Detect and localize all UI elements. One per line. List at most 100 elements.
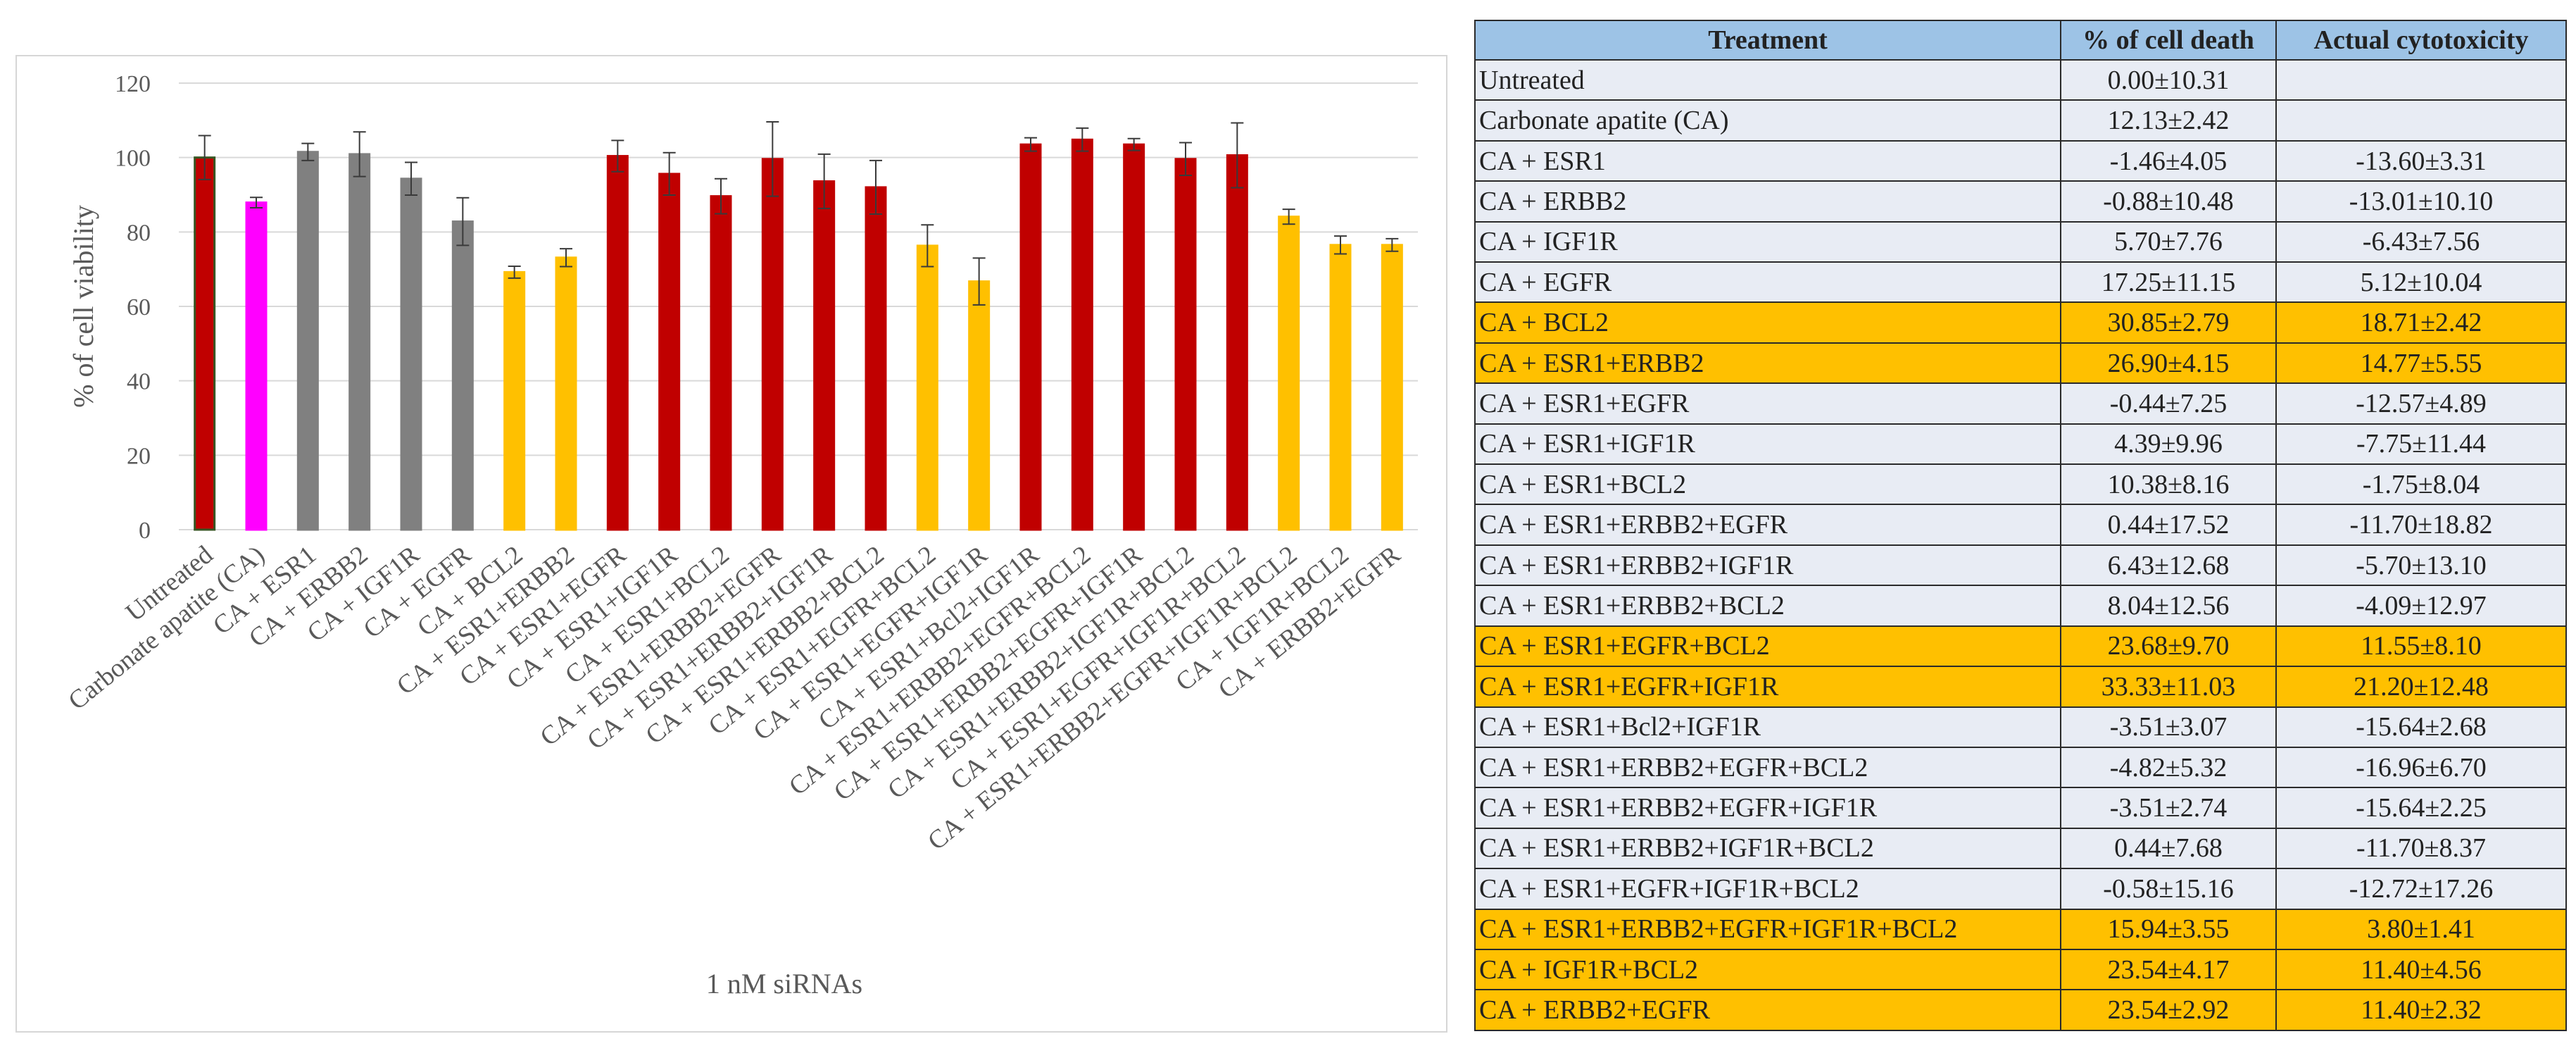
error-bar	[405, 161, 417, 197]
bar	[1123, 143, 1145, 531]
cytotoxicity-cell: 11.40±2.32	[2275, 989, 2567, 1031]
treatment-cell: CA + ESR1+ERBB2+EGFR+BCL2	[1474, 746, 2061, 789]
cytotoxicity-cell: -15.64±2.68	[2275, 706, 2567, 748]
cell-death-cell: -0.44±7.25	[2060, 382, 2277, 425]
treatment-cell: Carbonate apatite (CA)	[1474, 99, 2061, 142]
table-row: Carbonate apatite (CA) 12.13±2.42	[1474, 99, 2567, 142]
cytotoxicity-cell: 3.80±1.41	[2275, 908, 2567, 950]
error-bar	[1386, 237, 1399, 252]
cell-death-cell: 0.00±10.31	[2060, 58, 2277, 101]
error-bar	[611, 139, 624, 173]
bar	[296, 151, 319, 531]
cell-death-cell: 4.39±9.96	[2060, 423, 2277, 466]
cytotoxicity-cell	[2275, 99, 2567, 142]
cytotoxicity-cell: 11.55±8.10	[2275, 625, 2567, 668]
table-row: CA + ESR1+EGFR+IGF1R 33.33±11.03 21.20±12.…	[1474, 666, 2567, 708]
header-cell-death: % of cell death	[2060, 20, 2277, 61]
bar	[348, 153, 371, 531]
bar	[865, 186, 887, 531]
cytotoxicity-cell: -16.96±6.70	[2275, 746, 2567, 789]
treatment-cell: CA + BCL2	[1474, 301, 2061, 344]
cytotoxicity-cell: -12.72±17.26	[2275, 868, 2567, 910]
table-row: CA + ESR1+ERBB2+EGFR 0.44±17.52 -11.70±18.…	[1474, 504, 2567, 546]
table-header-row: Treatment % of cell death Actual cytotox…	[1474, 20, 2567, 61]
error-bar	[250, 197, 263, 208]
error-bar	[1127, 137, 1141, 151]
treatment-cell: CA + ERBB2	[1474, 180, 2061, 223]
table-row: CA + ESR1+EGFR+BCL2 23.68±9.70 11.55±8.10	[1474, 625, 2567, 668]
table-row: CA + ESR1+ERBB2+EGFR+IGF1R+BCL2 15.94±3.5…	[1474, 908, 2567, 950]
y-tick-label: 120	[115, 71, 151, 97]
error-bar	[1179, 142, 1192, 177]
bar	[555, 256, 577, 531]
error-bar	[715, 177, 727, 215]
treatment-cell: CA + ESR1+ERBB2+BCL2	[1474, 585, 2061, 627]
table-row: CA + BCL2 30.85±2.79 18.71±2.42	[1474, 301, 2567, 344]
cytotoxicity-cell: 5.12±10.04	[2275, 261, 2567, 304]
y-tick-label: 0	[139, 518, 151, 544]
error-bar	[1076, 127, 1089, 152]
table-row: CA + EGFR 17.25±11.15 5.12±10.04	[1474, 261, 2567, 304]
bar	[1278, 216, 1300, 531]
cell-death-cell: 12.13±2.42	[2060, 99, 2277, 142]
y-tick-label: 40	[127, 369, 151, 395]
cytotoxicity-cell	[2275, 58, 2567, 101]
bar	[451, 220, 474, 531]
table-row: CA + ESR1+ERBB2+EGFR+IGF1R -3.51±2.74 -15.…	[1474, 787, 2567, 829]
bar	[1071, 138, 1093, 531]
y-tick-label: 60	[127, 294, 151, 320]
table-row: CA + ESR1 -1.46±4.05 -13.60±3.31	[1474, 139, 2567, 182]
error-bar	[353, 131, 366, 177]
cell-death-cell: 8.04±12.56	[2060, 585, 2277, 627]
bar	[194, 156, 216, 531]
treatment-cell: CA + ESR1+ERBB2+EGFR+IGF1R+BCL2	[1474, 908, 2061, 950]
cell-death-cell: -3.51±2.74	[2060, 787, 2277, 829]
cytotoxicity-cell: -15.64±2.25	[2275, 787, 2567, 829]
error-bar	[972, 257, 986, 306]
treatment-cell: CA + ESR1+EGFR+IGF1R+BCL2	[1474, 868, 2061, 910]
error-bar	[1334, 235, 1347, 255]
treatment-cell: CA + ESR1+ERBB2+EGFR+IGF1R	[1474, 787, 2061, 829]
cell-death-cell: 30.85±2.79	[2060, 301, 2277, 344]
treatment-cell: CA + ERBB2+EGFR	[1474, 989, 2061, 1031]
bar	[813, 180, 836, 531]
cell-death-cell: -3.51±3.07	[2060, 706, 2277, 748]
cell-death-cell: -1.46±4.05	[2060, 139, 2277, 182]
treatment-cell: CA + ESR1+BCL2	[1474, 463, 2061, 506]
treatment-cell: CA + ESR1+EGFR+IGF1R	[1474, 666, 2061, 708]
table-row: CA + ESR1+Bcl2+IGF1R -3.51±3.07 -15.64±2.6…	[1474, 706, 2567, 748]
table-body: Untreated 0.00±10.31 Carbonate apatite (CA…	[1474, 58, 2567, 1031]
treatment-cell: CA + ESR1	[1474, 139, 2061, 182]
cytotoxicity-cell: -1.75±8.04	[2275, 463, 2567, 506]
cytotoxicity-cell: -11.70±8.37	[2275, 827, 2567, 870]
treatment-cell: CA + ESR1+EGFR+BCL2	[1474, 625, 2061, 668]
bar	[916, 244, 938, 531]
bar	[761, 158, 784, 531]
error-bar	[560, 248, 572, 268]
table-row: CA + IGF1R 5.70±7.76 -6.43±7.56	[1474, 220, 2567, 263]
table-row: Untreated 0.00±10.31	[1474, 58, 2567, 101]
error-bar	[1231, 122, 1244, 189]
cell-death-cell: 23.54±2.92	[2060, 989, 2277, 1031]
treatment-cell: CA + IGF1R	[1474, 220, 2061, 263]
error-bar	[921, 224, 934, 268]
cell-death-cell: 6.43±12.68	[2060, 544, 2277, 587]
treatment-cell: CA + EGFR	[1474, 261, 2061, 304]
treatment-cell: CA + ESR1+ERBB2+IGF1R+BCL2	[1474, 827, 2061, 870]
treatment-cell: CA + IGF1R+BCL2	[1474, 948, 2061, 991]
error-bar	[869, 159, 882, 215]
cell-death-cell: -0.88±10.48	[2060, 180, 2277, 223]
cell-death-cell: 23.54±4.17	[2060, 948, 2277, 991]
cell-death-cell: 5.70±7.76	[2060, 220, 2277, 263]
bar	[1019, 143, 1042, 531]
treatment-cell: CA + ESR1+ERBB2	[1474, 342, 2061, 385]
bar	[1381, 244, 1403, 531]
cell-death-cell: 15.94±3.55	[2060, 908, 2277, 950]
error-bar	[508, 265, 521, 279]
bar	[658, 173, 681, 531]
error-bar	[662, 151, 676, 197]
cytotoxicity-cell: 21.20±12.48	[2275, 666, 2567, 708]
treatment-cell: CA + ESR1+ERBB2+EGFR	[1474, 504, 2061, 546]
header-treatment: Treatment	[1474, 20, 2061, 61]
